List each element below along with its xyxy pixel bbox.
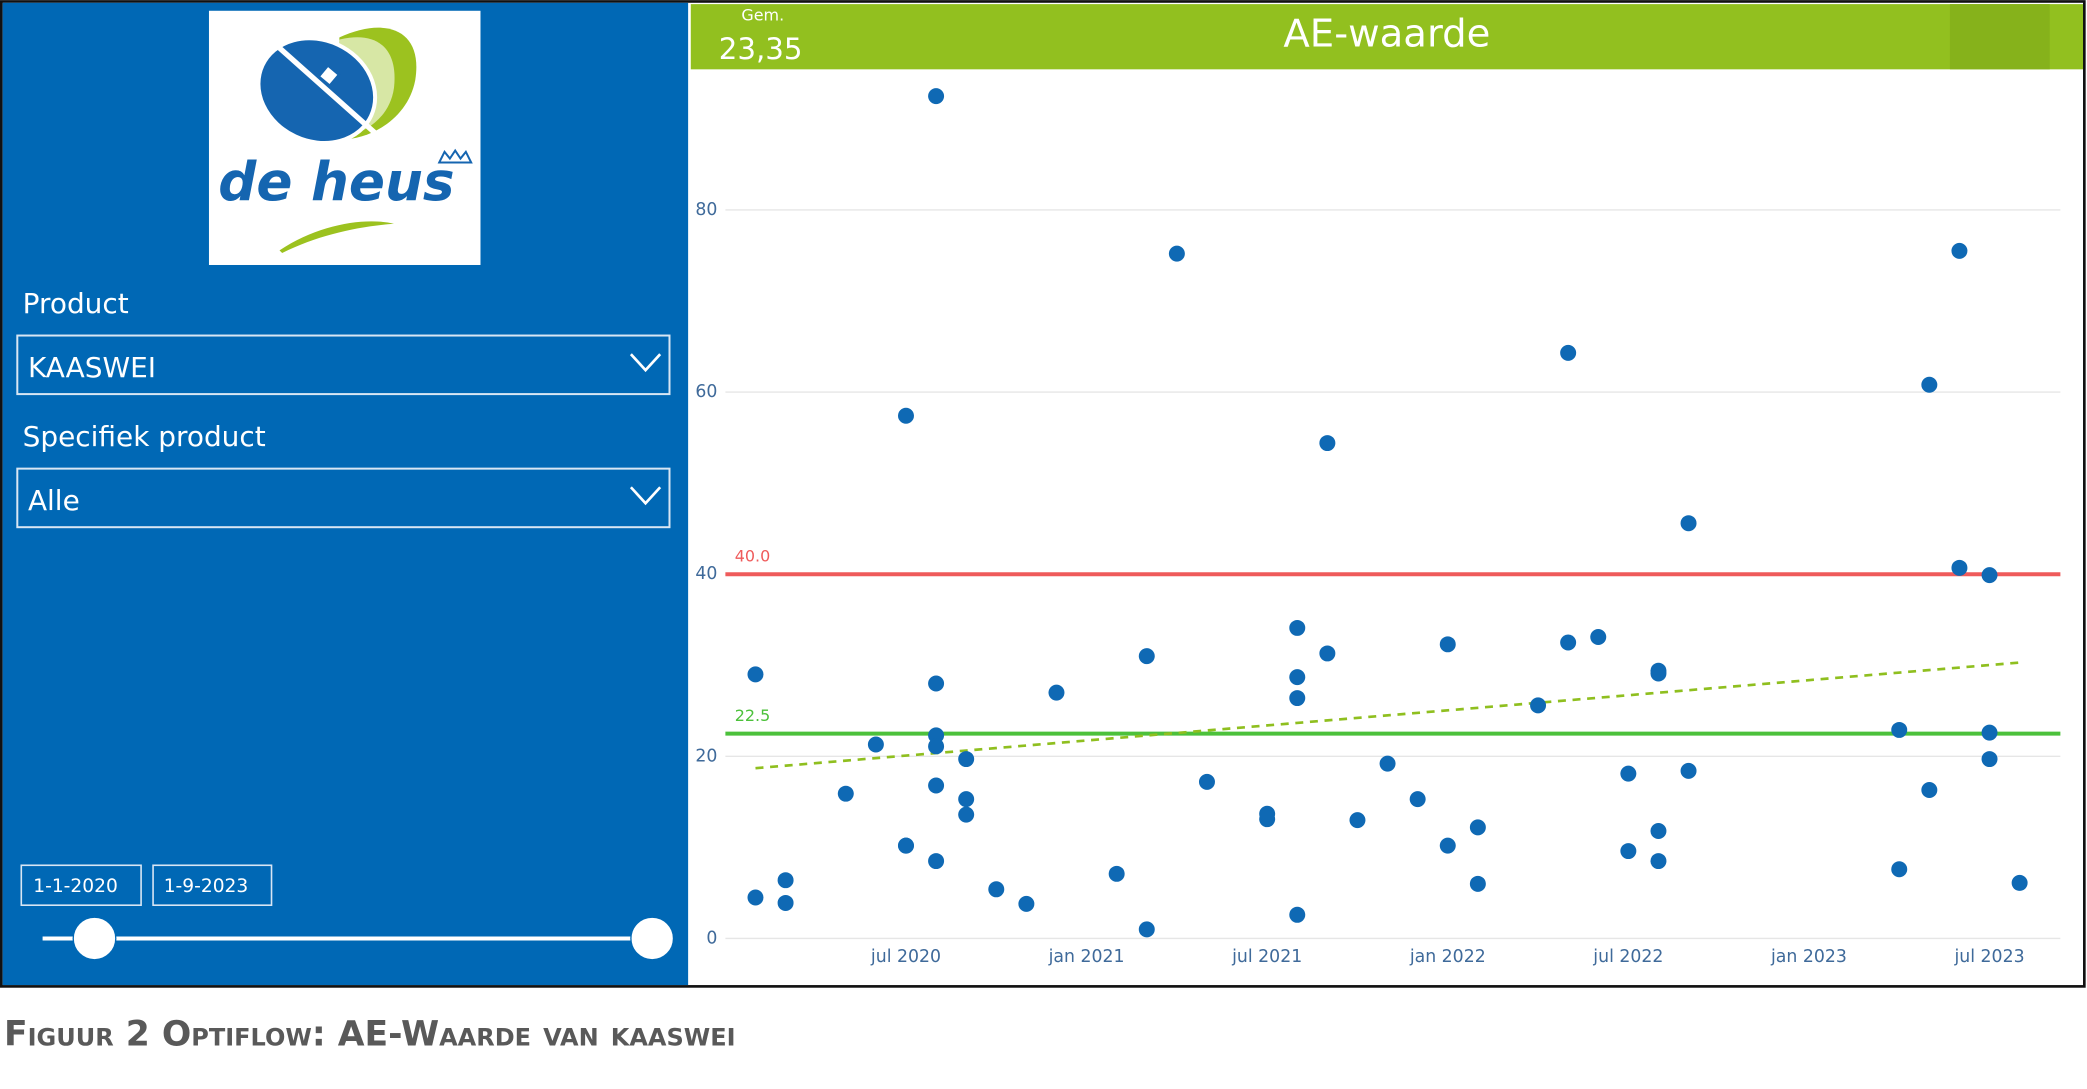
data-point <box>897 837 914 854</box>
date-end: 1-9-2023 <box>164 876 249 897</box>
data-point <box>1951 559 1968 576</box>
data-point <box>1289 690 1306 707</box>
data-point <box>1650 853 1667 870</box>
logo-mark <box>256 27 473 254</box>
chart-header <box>690 4 2084 70</box>
data-point <box>1981 724 1998 741</box>
x-tick-label: jul 2021 <box>1231 947 1302 967</box>
data-point <box>1048 684 1065 701</box>
data-point <box>1891 861 1908 878</box>
x-tick-label: jan 2021 <box>1048 947 1125 967</box>
y-tick-label: 20 <box>695 746 717 766</box>
data-point <box>777 872 794 889</box>
y-tick-label: 60 <box>695 382 717 402</box>
data-point <box>867 736 884 753</box>
filter-label: Specifiek product <box>23 420 266 453</box>
data-point <box>1198 773 1215 790</box>
filter-label: Product <box>23 287 129 320</box>
data-point <box>1319 645 1336 662</box>
data-point <box>1409 791 1426 808</box>
reference-label: 40.0 <box>735 546 771 565</box>
data-point <box>1530 697 1547 714</box>
data-point <box>1981 567 1998 584</box>
chart-title: AE-waarde <box>1283 12 1490 57</box>
data-point <box>1469 819 1486 836</box>
reference-label: 22.5 <box>735 706 771 725</box>
data-point <box>1018 895 1035 912</box>
data-point <box>1168 245 1185 262</box>
y-tick-label: 40 <box>695 564 717 584</box>
data-point <box>1108 865 1125 882</box>
data-point <box>1680 515 1697 532</box>
x-tick-label: jul 2022 <box>1592 947 1663 967</box>
data-point <box>1560 634 1577 651</box>
data-point <box>928 853 945 870</box>
data-point <box>928 738 945 755</box>
slider-handle[interactable] <box>630 916 675 961</box>
data-point <box>958 751 975 768</box>
data-point <box>1138 921 1155 938</box>
data-point <box>1981 751 1998 768</box>
data-point <box>1379 755 1396 772</box>
data-point <box>1439 837 1456 854</box>
y-tick-label: 0 <box>706 928 717 948</box>
data-point <box>1289 906 1306 923</box>
date-start: 1-1-2020 <box>33 876 118 897</box>
dropdown[interactable] <box>16 334 671 396</box>
data-point <box>897 407 914 424</box>
data-point <box>1650 823 1667 840</box>
data-point <box>928 777 945 794</box>
data-point <box>1469 875 1486 892</box>
figure-caption: Figuur 2 Optiflow: AE-Waarde van kaaswei <box>4 1015 736 1055</box>
dropdown-value: Alle <box>28 484 80 517</box>
dropdown-chevron <box>629 486 662 506</box>
data-point <box>777 894 794 911</box>
dropdown-chevron <box>629 353 662 373</box>
data-point <box>958 806 975 823</box>
data-point <box>1590 629 1607 646</box>
data-point <box>928 88 945 105</box>
data-point <box>1319 435 1336 452</box>
data-point <box>1891 721 1908 738</box>
card-label: Gem. <box>741 6 784 25</box>
data-point <box>1951 242 1968 259</box>
x-tick-label: jan 2022 <box>1409 947 1486 967</box>
x-tick-label: jul 2023 <box>1953 947 2024 967</box>
date-input[interactable] <box>152 864 273 906</box>
data-point <box>2011 874 2028 891</box>
data-point <box>1138 648 1155 665</box>
slider-handle[interactable] <box>72 916 117 961</box>
data-point <box>988 881 1005 898</box>
data-point <box>1349 812 1366 829</box>
data-point <box>1259 805 1276 822</box>
trend-line <box>755 661 2020 770</box>
logo-text: de heus <box>218 151 454 213</box>
data-point <box>1289 669 1306 686</box>
x-tick-label: jan 2023 <box>1770 947 1847 967</box>
dropdown-value: KAASWEI <box>28 351 156 384</box>
data-point <box>958 791 975 808</box>
data-point <box>1650 665 1667 682</box>
data-point <box>1680 762 1697 779</box>
header-accent <box>1949 4 2050 70</box>
y-tick-label: 80 <box>695 200 717 220</box>
data-point <box>1560 344 1577 361</box>
data-point <box>928 675 945 692</box>
dropdown[interactable] <box>16 467 671 529</box>
data-point <box>837 785 854 802</box>
data-point <box>928 727 945 744</box>
data-point <box>1289 619 1306 636</box>
x-tick-label: jul 2020 <box>870 947 941 967</box>
data-point <box>1439 636 1456 653</box>
data-point <box>1921 376 1938 393</box>
data-point <box>1921 782 1938 799</box>
date-input[interactable] <box>20 864 142 906</box>
card-value: 23,35 <box>719 32 803 66</box>
data-point <box>747 889 764 906</box>
data-point <box>747 666 764 683</box>
data-point <box>1620 843 1637 860</box>
data-point <box>1620 765 1637 782</box>
